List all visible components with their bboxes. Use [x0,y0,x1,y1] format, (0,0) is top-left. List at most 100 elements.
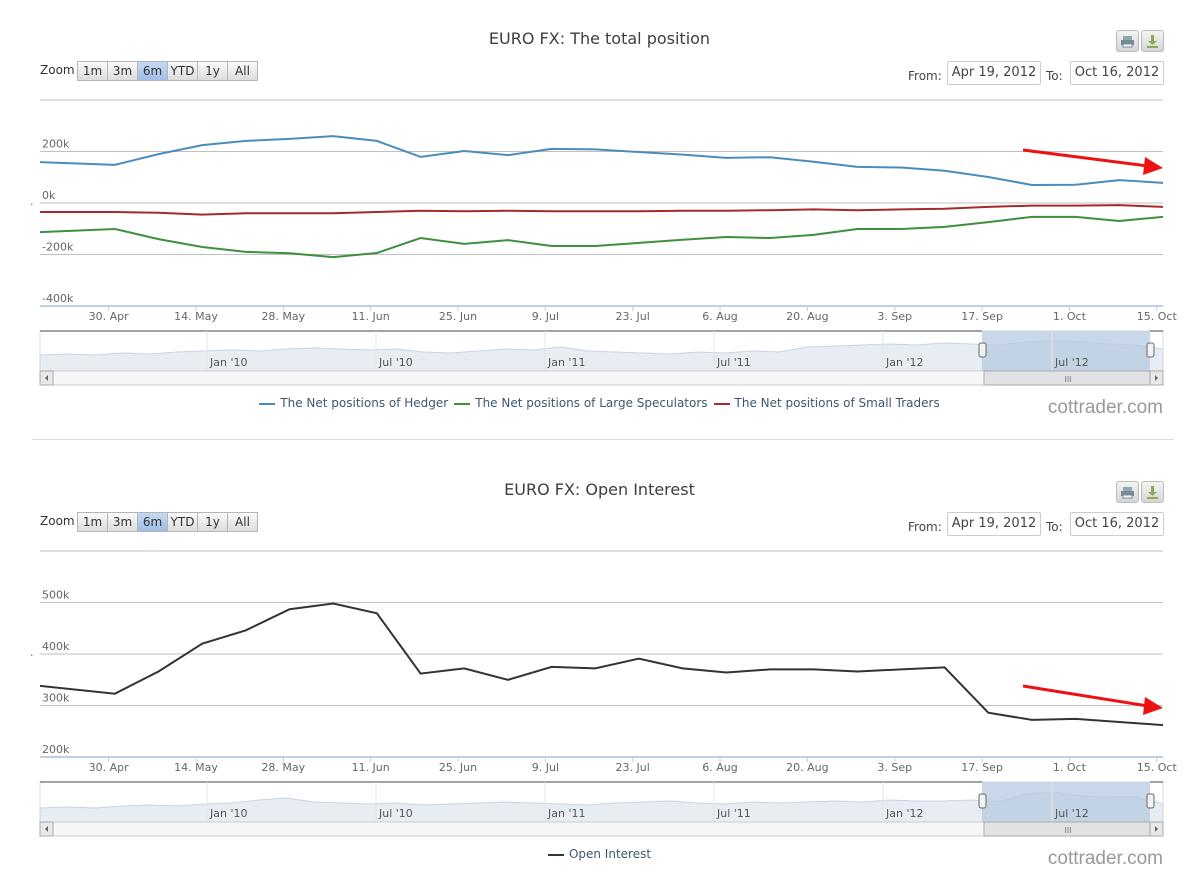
x-tick-label: 11. Jun [352,310,390,323]
trend-arrow [1022,684,1149,708]
x-tick-label: 20. Aug [786,761,828,774]
x-tick-label: 6. Aug [702,761,737,774]
zoom-label: Zoom [40,63,75,77]
y-tick-label: 200k [42,743,70,756]
from-date-input[interactable]: Apr 19, 2012 [947,512,1041,536]
download-icon [1147,486,1158,499]
navigator-label: Jan '11 [547,807,585,820]
x-tick-label: 11. Jun [352,761,390,774]
print-button[interactable] [1116,30,1139,52]
navigator-selection[interactable] [982,782,1150,822]
chart-svg: 500k 400k 300k 200k. 30. Apr 14. May 28. May 11… [30,550,1178,837]
chevron-right-icon [1155,375,1158,381]
legend-item[interactable]: The Net positions of Hedger [259,396,448,410]
to-label: To: [1046,520,1063,534]
navigator-label: Jul '11 [716,807,751,820]
legend-swatch [259,402,276,405]
navigator-label: Jul '10 [378,807,413,820]
series-line-oi[interactable] [40,602,1163,727]
navigator-label: Jul '12 [1054,807,1089,820]
x-tick-label: 17. Sep [961,761,1003,774]
series-line-hedger[interactable] [40,135,1163,187]
x-tick-label: 9. Jul [532,310,559,323]
x-tick-label: 6. Aug [702,310,737,323]
trend-arrow-head [1143,697,1163,715]
export-button[interactable] [1141,481,1164,503]
print-icon [1121,36,1134,48]
series-line-small[interactable] [40,204,1163,216]
legend-item[interactable]: The Net positions of Small Traders [713,396,940,410]
print-button[interactable] [1116,481,1139,503]
x-tick-label: 25. Jun [439,761,477,774]
x-tick-label: 20. Aug [786,310,828,323]
navigator-label: Jan '12 [885,807,923,820]
y-tick-label: 200k [42,138,70,151]
legend-label: The Net positions of Small Traders [734,396,940,410]
x-tick-label: 28. May [261,310,305,323]
navigator-label: Jul '10 [378,356,413,369]
legend-label: Open Interest [568,847,652,861]
legend-item[interactable]: Open Interest [547,847,652,861]
legend-swatch [454,402,471,405]
to-label: To: [1046,69,1063,83]
zoom-button-1y[interactable]: 1y [197,512,228,532]
right-navigator-handle[interactable] [1146,342,1155,358]
chevron-left-icon [45,826,48,832]
watermark: cottrader.com [1047,848,1163,869]
x-tick-label: 25. Jun [439,310,477,323]
x-tick-label: 3. Sep [877,761,912,774]
right-navigator-handle[interactable] [1146,793,1155,809]
export-button[interactable] [1141,30,1164,52]
zoom-button-6m[interactable]: 6m [137,512,168,532]
download-icon [1147,35,1158,48]
legend-item[interactable]: The Net positions of Large Speculators [454,396,708,410]
chevron-right-icon [1155,826,1158,832]
x-tick-label: 15. Oct [1137,310,1178,323]
x-tick-label: 17. Sep [961,310,1003,323]
x-tick-label: 1. Oct [1053,310,1087,323]
trend-arrow [1022,148,1149,168]
series-line-speculators[interactable] [40,215,1163,259]
x-tick-label: 28. May [261,761,305,774]
grip-icon: III [1064,826,1071,835]
navigator-selection[interactable] [982,331,1150,371]
chart-divider [32,439,1174,440]
to-date-input[interactable]: Oct 16, 2012 [1070,512,1164,536]
x-tick-label: 15. Oct [1137,761,1178,774]
x-tick-label: 3. Sep [877,310,912,323]
zoom-button-ytd[interactable]: YTD [167,512,198,532]
left-navigator-handle[interactable] [978,342,987,358]
from-date-input[interactable]: Apr 19, 2012 [947,61,1041,85]
print-icon [1121,487,1134,499]
grip-icon: III [1064,375,1071,384]
zoom-button-all[interactable]: All [227,61,258,81]
total-position-chart: EURO FX: The total position Zoom 1m 3m 6m YTD… [0,0,1199,440]
legend-label: The Net positions of Hedger [280,396,449,410]
zoom-button-1m[interactable]: 1m [77,512,108,532]
x-tick-label: 23. Jul [616,310,650,323]
legend-swatch [713,402,730,405]
y-tick-label: -200k [42,241,74,254]
navigator-label: Jul '11 [716,356,751,369]
legend: The Net positions of Hedger The Net posit… [0,396,1199,410]
x-tick-label: 30. Apr [89,310,129,323]
y-tick-label: 400k [42,640,70,653]
x-tick-label: 14. May [174,310,218,323]
legend-swatch [547,853,564,856]
y-tick-label: 0k [42,189,56,202]
zoom-button-ytd[interactable]: YTD [167,61,198,81]
navigator-label: Jan '12 [885,356,923,369]
chevron-left-icon [45,375,48,381]
chart-svg: 200k 0k -200k -400k. 30. Apr 14. May 28. May 11… [30,99,1178,386]
navigator-label: Jan '11 [547,356,585,369]
x-tick-label: 14. May [174,761,218,774]
axis-dot: . [30,195,34,208]
x-tick-label: 1. Oct [1053,761,1087,774]
zoom-button-all[interactable]: All [227,512,258,532]
y-tick-label: 300k [42,692,70,705]
left-navigator-handle[interactable] [978,793,987,809]
navigator-label: Jan '10 [209,807,247,820]
trend-arrow-head [1143,157,1163,175]
axis-dot: . [30,646,34,659]
to-date-input[interactable]: Oct 16, 2012 [1070,61,1164,85]
